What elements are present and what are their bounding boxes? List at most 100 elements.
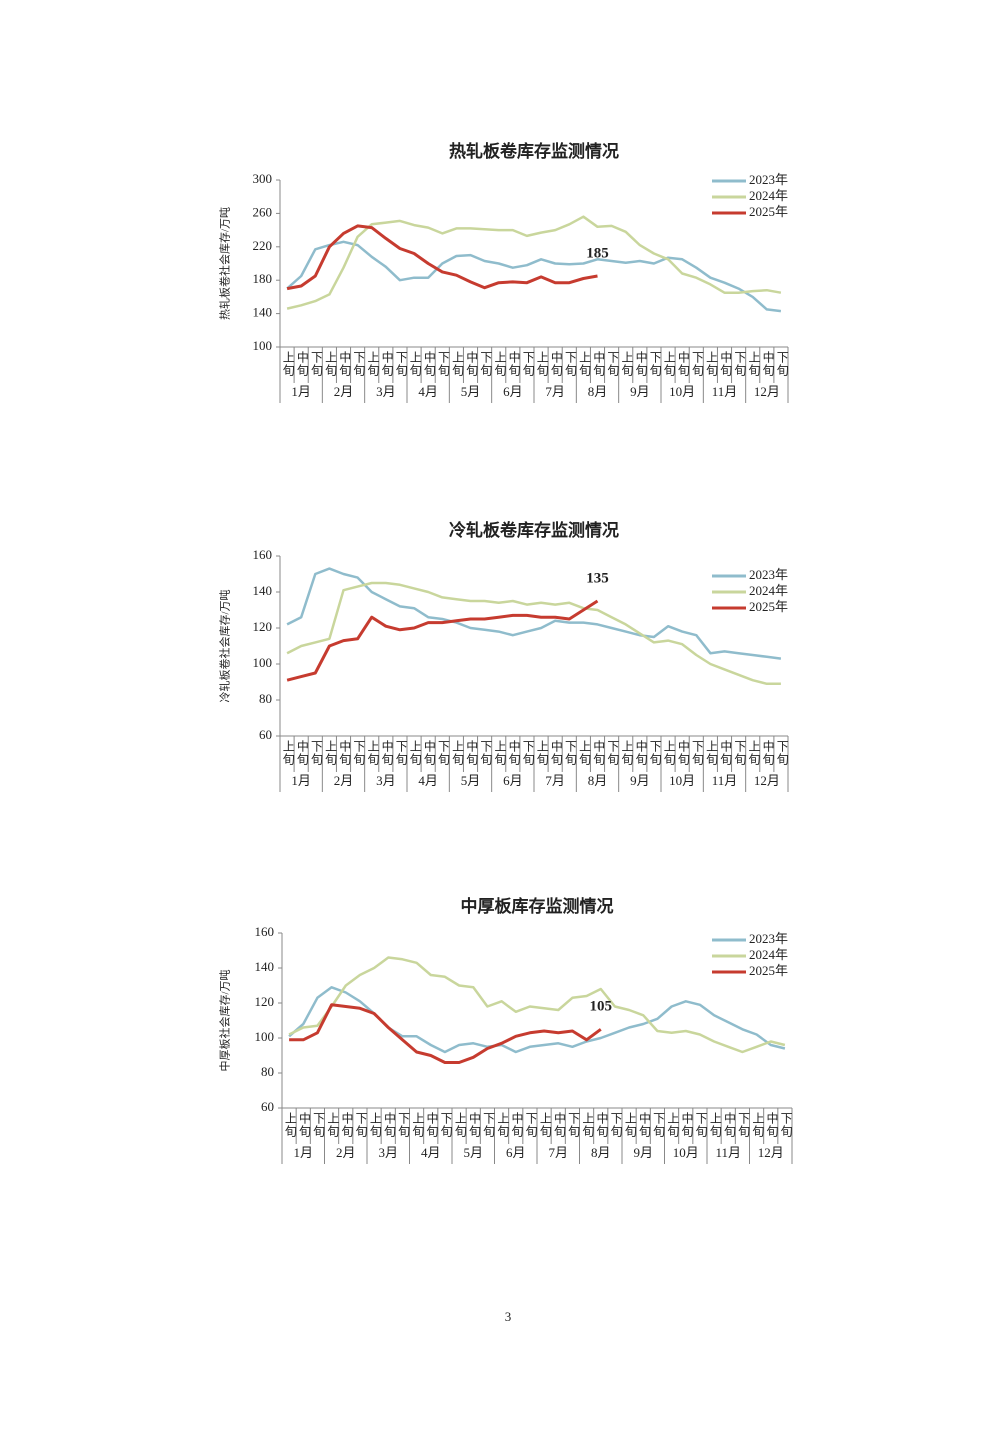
y-axis-label: 热轧板卷社会库存/万吨 [218,207,232,320]
month-label: 7月 [545,773,565,788]
x-tick-label: 下旬 [779,1112,793,1138]
x-tick-label: 中旬 [676,739,690,766]
x-tick-label: 上旬 [535,740,549,766]
legend-label: 2025年 [749,204,788,219]
y-axis-label: 中厚板社会库存/万吨 [218,969,232,1071]
x-tick-label: 中旬 [634,350,648,377]
legend-label: 2024年 [749,583,788,598]
x-tick-label: 中旬 [383,1111,397,1138]
x-tick-label: 上旬 [281,351,295,377]
y-axis-label: 冷轧板卷社会库存/万吨 [218,589,232,702]
x-tick-label: 中旬 [507,739,521,766]
series-line [286,224,598,291]
series-line [286,581,781,686]
x-tick-label: 下旬 [606,740,620,766]
x-tick-label: 中旬 [765,1111,779,1138]
legend-label: 2024年 [749,188,788,203]
month-label: 5月 [463,1145,483,1160]
x-tick-label: 中旬 [723,1111,737,1138]
chart-title: 热轧板卷库存监测情况 [449,141,619,161]
month-label: 3月 [376,773,396,788]
x-tick-label: 下旬 [775,740,789,766]
y-tick-label: 260 [253,204,273,219]
x-tick-label: 上旬 [411,1112,425,1138]
x-tick-label: 下旬 [479,740,493,766]
x-tick-label: 上旬 [493,351,507,377]
y-tick-label: 100 [253,338,273,353]
month-label: 6月 [503,773,523,788]
x-tick-label: 上旬 [281,740,295,766]
y-tick-label: 100 [253,655,273,670]
y-tick-label: 80 [259,691,272,706]
x-tick-label: 下旬 [567,1112,581,1138]
x-tick-label: 上旬 [496,1112,510,1138]
series-line [288,986,786,1054]
x-tick-label: 上旬 [751,1112,765,1138]
month-label: 4月 [418,773,438,788]
x-tick-label: 下旬 [733,740,747,766]
month-label: 1月 [293,1145,313,1160]
month-label: 2月 [336,1145,356,1160]
x-tick-label: 下旬 [694,1112,708,1138]
x-tick-label: 下旬 [564,351,578,377]
x-tick-label: 中旬 [422,739,436,766]
x-tick-label: 下旬 [652,1112,666,1138]
x-tick-label: 下旬 [437,740,451,766]
month-label: 2月 [334,384,354,399]
x-tick-label: 下旬 [312,1112,326,1138]
month-label: 5月 [461,384,481,399]
x-tick-label: 中旬 [592,350,606,377]
x-tick-label: 下旬 [737,1112,751,1138]
x-tick-label: 下旬 [437,351,451,377]
x-tick-label: 上旬 [535,351,549,377]
month-label: 11月 [712,773,738,788]
x-tick-label: 中旬 [295,350,309,377]
x-tick-label: 下旬 [775,351,789,377]
series-line [288,956,786,1054]
x-tick-label: 中旬 [468,1111,482,1138]
x-tick-label: 上旬 [451,351,465,377]
x-tick-label: 下旬 [310,351,324,377]
x-tick-label: 中旬 [761,739,775,766]
x-tick-label: 中旬 [422,350,436,377]
x-tick-label: 下旬 [394,740,408,766]
x-tick-label: 中旬 [340,1111,354,1138]
x-tick-label: 下旬 [524,1112,538,1138]
month-label: 8月 [588,384,608,399]
x-tick-label: 上旬 [366,740,380,766]
month-label: 11月 [712,384,738,399]
month-label: 12月 [758,1145,784,1160]
x-tick-label: 中旬 [676,350,690,377]
y-tick-label: 160 [253,547,273,562]
month-label: 9月 [630,773,650,788]
x-tick-label: 下旬 [439,1112,453,1138]
x-tick-label: 上旬 [493,740,507,766]
x-tick-label: 下旬 [352,740,366,766]
x-tick-label: 中旬 [465,350,479,377]
month-label: 10月 [669,384,695,399]
month-label: 6月 [503,384,523,399]
x-tick-label: 中旬 [719,739,733,766]
y-tick-label: 120 [255,994,275,1009]
x-tick-label: 中旬 [510,1111,524,1138]
month-label: 3月 [378,1145,398,1160]
month-label: 4月 [421,1145,441,1160]
y-tick-label: 180 [253,271,273,286]
month-label: 10月 [669,773,695,788]
x-tick-label: 中旬 [507,350,521,377]
page-number: 3 [505,1309,512,1324]
x-tick-label: 下旬 [397,1112,411,1138]
y-tick-label: 60 [259,727,272,742]
y-tick-label: 60 [261,1099,274,1114]
y-tick-label: 140 [253,305,273,320]
x-tick-label: 下旬 [564,740,578,766]
legend-label: 2024年 [749,947,788,962]
series-line [286,599,599,682]
y-tick-label: 140 [253,583,273,598]
x-tick-label: 上旬 [620,740,634,766]
x-tick-label: 下旬 [521,351,535,377]
month-label: 12月 [754,773,780,788]
x-tick-label: 下旬 [691,740,705,766]
x-tick-label: 下旬 [310,740,324,766]
